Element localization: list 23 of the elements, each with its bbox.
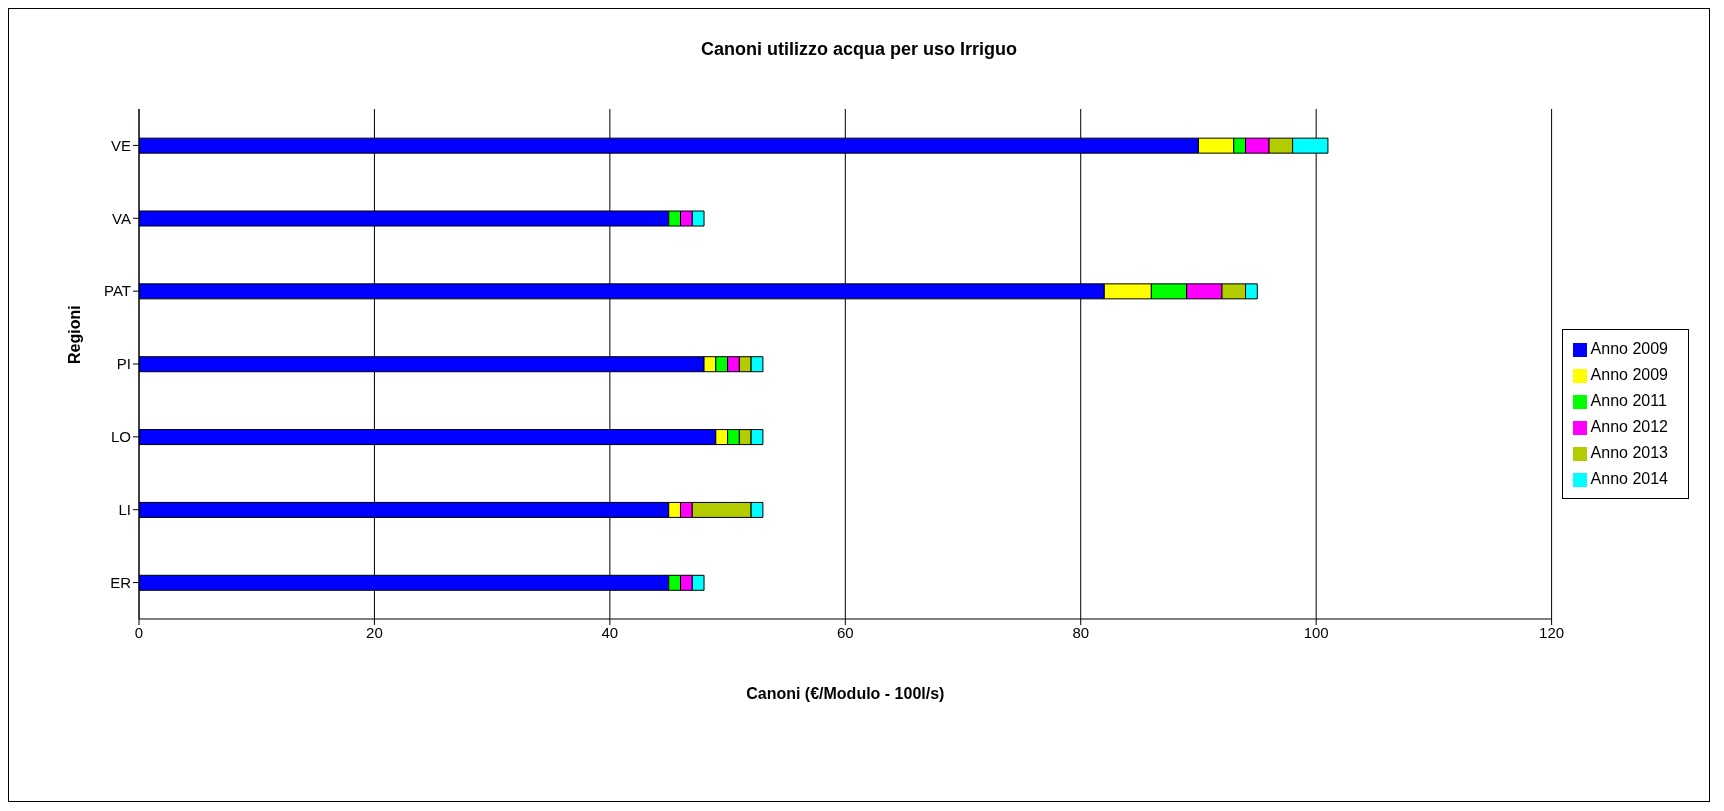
x-tick-label: 40 (601, 623, 619, 641)
y-tick-label: PI (116, 355, 131, 373)
x-axis-title: Canoni (€/Modulo - 100l/s) (746, 685, 945, 702)
x-tick-label: 20 (366, 623, 383, 641)
y-axis-title: Regioni (65, 305, 83, 364)
y-tick-label: ER (110, 573, 132, 591)
y-tick-label: VE (110, 136, 131, 154)
x-tick-label: 0 (134, 623, 144, 641)
y-tick-label: PAT (104, 282, 131, 300)
legend-label: Anno 2011 (1590, 392, 1667, 409)
legend-label: Anno 2009 (1590, 340, 1668, 357)
x-tick-label: 100 (1303, 623, 1329, 641)
y-tick-label: VA (112, 209, 131, 227)
y-tick-label: LO (110, 428, 131, 446)
legend-label: Anno 2012 (1590, 418, 1668, 435)
legend-label: Anno 2013 (1590, 444, 1668, 461)
x-tick-label: 80 (1072, 623, 1090, 641)
y-tick-label: LI (118, 501, 131, 519)
chart-title: Canoni utilizzo acqua per uso Irriguo (700, 38, 1018, 61)
legend-label: Anno 2009 (1590, 366, 1668, 383)
x-tick-label: 120 (1539, 623, 1565, 641)
legend-label: Anno 2014 (1590, 470, 1668, 487)
x-tick-label: 60 (836, 623, 854, 641)
